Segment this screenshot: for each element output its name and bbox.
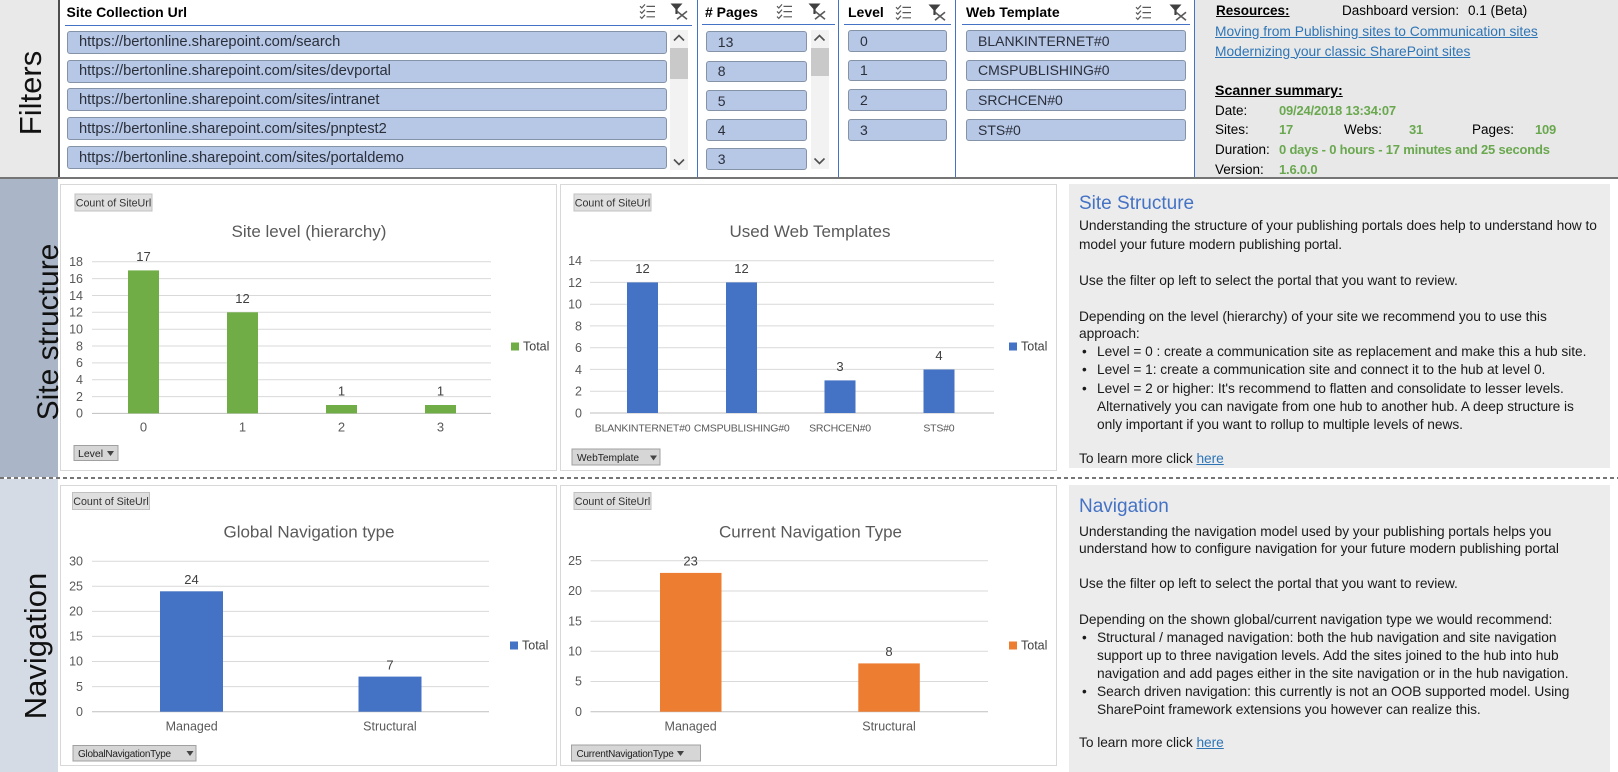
svg-text:1: 1 (338, 384, 345, 399)
svg-text:Site level (hierarchy): Site level (hierarchy) (232, 222, 387, 241)
svg-text:4: 4 (575, 363, 582, 377)
svg-text:0: 0 (76, 705, 83, 719)
svg-text:2: 2 (575, 385, 582, 399)
svg-text:STS#0: STS#0 (923, 423, 954, 435)
svg-text:Managed: Managed (166, 720, 218, 734)
svg-text:7: 7 (386, 658, 393, 673)
svg-text:GlobalNavigationType: GlobalNavigationType (78, 749, 172, 760)
svg-text:4: 4 (935, 348, 942, 363)
svg-text:23: 23 (683, 554, 697, 569)
svg-text:5: 5 (575, 675, 582, 689)
svg-text:0: 0 (575, 407, 582, 421)
svg-text:6: 6 (575, 341, 582, 355)
svg-text:16: 16 (69, 272, 83, 286)
svg-text:8: 8 (575, 319, 582, 333)
svg-text:Count of SiteUrl: Count of SiteUrl (574, 198, 649, 210)
svg-text:20: 20 (69, 605, 83, 619)
svg-text:14: 14 (69, 289, 83, 303)
svg-text:Global Navigation type: Global Navigation type (223, 523, 394, 542)
svg-text:24: 24 (184, 572, 198, 587)
svg-text:30: 30 (69, 554, 83, 568)
svg-text:8: 8 (76, 339, 83, 353)
svg-text:Total: Total (522, 639, 548, 653)
svg-text:2: 2 (76, 390, 83, 404)
svg-text:0: 0 (575, 705, 582, 719)
svg-text:20: 20 (568, 584, 582, 598)
svg-text:4: 4 (76, 373, 83, 387)
svg-text:Total: Total (1021, 639, 1047, 653)
svg-text:WebTemplate: WebTemplate (577, 453, 639, 464)
svg-text:Current Navigation Type: Current Navigation Type (718, 523, 901, 542)
svg-text:Used Web Templates: Used Web Templates (729, 222, 890, 241)
svg-text:CurrentNavigationType: CurrentNavigationType (576, 749, 674, 760)
svg-text:15: 15 (69, 630, 83, 644)
svg-text:Total: Total (1021, 340, 1047, 354)
svg-text:Total: Total (523, 340, 549, 354)
svg-text:CMSPUBLISHING#0: CMSPUBLISHING#0 (693, 423, 789, 435)
svg-text:12: 12 (568, 276, 582, 290)
svg-text:5: 5 (76, 680, 83, 694)
svg-text:18: 18 (69, 255, 83, 269)
svg-text:8: 8 (885, 644, 892, 659)
svg-text:3: 3 (437, 420, 444, 435)
svg-text:0: 0 (140, 420, 147, 435)
svg-text:Count of SiteUrl: Count of SiteUrl (76, 198, 151, 210)
svg-text:Structural: Structural (363, 720, 417, 734)
svg-text:BLANKINTERNET#0: BLANKINTERNET#0 (594, 423, 690, 435)
svg-text:12: 12 (734, 261, 748, 276)
svg-text:3: 3 (836, 359, 843, 374)
svg-text:10: 10 (69, 655, 83, 669)
svg-text:10: 10 (69, 323, 83, 337)
svg-text:10: 10 (568, 645, 582, 659)
svg-text:1: 1 (239, 420, 246, 435)
svg-text:1: 1 (437, 384, 444, 399)
svg-text:15: 15 (568, 614, 582, 628)
svg-text:Count of SiteUrl: Count of SiteUrl (574, 496, 649, 508)
svg-text:6: 6 (76, 356, 83, 370)
svg-text:17: 17 (136, 249, 150, 264)
svg-text:10: 10 (568, 298, 582, 312)
svg-text:SRCHCEN#0: SRCHCEN#0 (809, 423, 871, 435)
svg-text:14: 14 (568, 254, 582, 268)
svg-text:25: 25 (568, 554, 582, 568)
svg-text:0: 0 (76, 407, 83, 421)
svg-text:12: 12 (69, 306, 83, 320)
svg-text:Level: Level (78, 448, 103, 460)
svg-text:Count of SiteUrl: Count of SiteUrl (73, 496, 148, 508)
svg-text:25: 25 (69, 580, 83, 594)
svg-text:12: 12 (635, 261, 649, 276)
svg-text:Managed: Managed (664, 720, 716, 734)
svg-text:2: 2 (338, 420, 345, 435)
svg-text:Structural: Structural (862, 720, 916, 734)
svg-text:12: 12 (235, 291, 249, 306)
